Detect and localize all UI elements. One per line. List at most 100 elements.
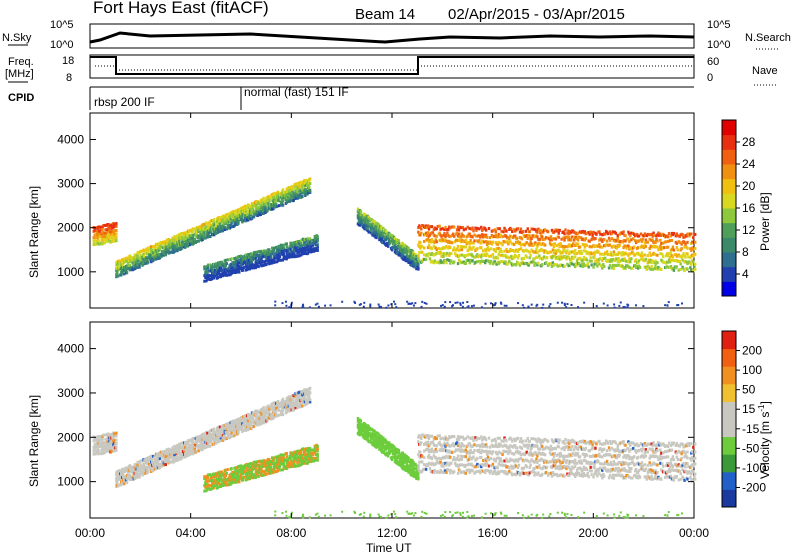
power-cell: [264, 207, 267, 211]
power-cell: [479, 253, 482, 257]
velocity-cell: [203, 477, 206, 481]
power-cell: [253, 250, 256, 254]
power-cell: [503, 304, 506, 307]
power-cell: [515, 236, 519, 240]
velocity-cell: [241, 427, 244, 431]
power-cell: [203, 265, 206, 269]
power-cell: [666, 260, 670, 264]
power-cell: [570, 230, 573, 234]
velocity-cell: [253, 473, 256, 477]
power-cell: [548, 241, 552, 245]
power-cell: [219, 224, 223, 228]
velocity-cell: [293, 459, 296, 463]
velocity-cell: [307, 395, 311, 399]
power-cell: [564, 228, 567, 232]
power-cell: [682, 267, 685, 271]
power-cell: [565, 306, 568, 309]
power-cell: [676, 304, 679, 307]
velocity-cell: [303, 395, 306, 399]
power-cell: [472, 241, 475, 245]
power-cell: [459, 240, 463, 244]
power-cell: [438, 261, 441, 265]
velocity-cell: [281, 468, 285, 472]
power-cell: [505, 247, 508, 251]
power-cell: [245, 259, 249, 263]
power-cell: [644, 257, 648, 261]
power-cell: [591, 233, 594, 237]
power-cell: [316, 302, 319, 305]
power-cell: [122, 272, 126, 276]
power-cell: [644, 266, 648, 270]
power-cell: [644, 238, 648, 242]
power-cell: [386, 234, 390, 238]
power-cell: [226, 217, 229, 221]
date-range: 02/Apr/2015 - 03/Apr/2015: [448, 6, 625, 23]
power-cell: [430, 247, 434, 251]
power-cell: [97, 242, 100, 246]
velocity-cell: [229, 433, 232, 437]
velocity-cell: [258, 470, 261, 474]
power-cell: [314, 303, 317, 306]
power-cell: [124, 256, 128, 260]
velocity-cell: [168, 448, 171, 452]
power-cell: [693, 265, 696, 269]
velocity-cell: [213, 478, 217, 482]
power-cell: [298, 187, 301, 191]
power-cell: [213, 268, 217, 272]
power-cell: [639, 254, 643, 258]
power-cell: [373, 219, 376, 223]
power-cell: [501, 235, 504, 239]
power-cell: [152, 246, 156, 250]
freq-tick-bottom: 8: [66, 72, 72, 84]
power-cell: [244, 204, 247, 208]
power-cell: [369, 226, 372, 230]
velocity-cell: [298, 460, 301, 464]
velocity-cell: [139, 459, 142, 463]
power-cell: [164, 253, 167, 257]
power-cell: [627, 237, 630, 241]
power-cell: [494, 230, 498, 234]
power-cell: [461, 305, 464, 308]
power-cell: [303, 186, 306, 190]
power-cell: [686, 267, 689, 271]
power-cell: [508, 249, 511, 253]
power-cell: [570, 238, 573, 242]
power-cell: [472, 245, 475, 249]
power-cell: [151, 251, 155, 255]
power-cell: [534, 250, 537, 254]
velocity-cell: [257, 419, 260, 423]
power-cell: [445, 244, 448, 248]
power-cell: [553, 263, 557, 267]
power-cell: [654, 241, 657, 245]
power-cell: [487, 248, 491, 252]
power-cell: [253, 212, 257, 216]
power-cell: [590, 259, 593, 263]
power-cell: [266, 209, 269, 213]
velocity-cell: [117, 484, 120, 488]
power-cell: [248, 209, 252, 213]
power-cell: [646, 240, 649, 244]
power-cell: [476, 260, 479, 264]
velocity-cell: [107, 446, 110, 450]
power-cell: [218, 273, 222, 277]
power-cell: [602, 263, 605, 267]
power-cell: [145, 256, 148, 260]
power-cell: [137, 259, 140, 263]
power-cell: [494, 233, 498, 237]
power-cell: [634, 258, 638, 262]
power-cell: [421, 259, 424, 263]
power-cell: [460, 232, 464, 236]
velocity-cell: [267, 411, 270, 415]
velocity-cell: [171, 446, 174, 450]
power-cell: [610, 231, 614, 235]
power-cell: [577, 235, 581, 239]
velocity-cell: [207, 436, 210, 440]
velocity-cell: [286, 458, 289, 462]
power-cell: [563, 264, 566, 268]
velocity-cell: [129, 476, 133, 480]
power-cell: [452, 246, 456, 250]
power-cell: [446, 231, 449, 235]
power-cell: [549, 303, 552, 306]
power-cell: [125, 271, 129, 275]
power-cell: [224, 271, 227, 275]
